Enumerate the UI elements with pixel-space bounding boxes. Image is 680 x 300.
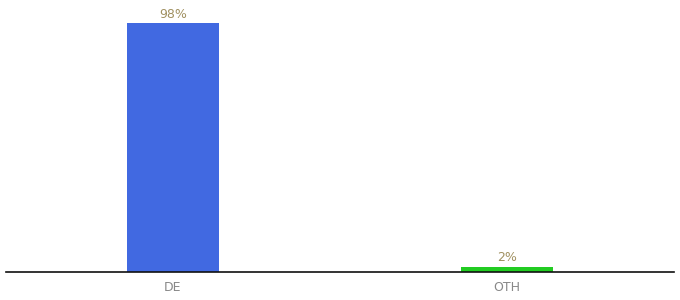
Text: 98%: 98% (159, 8, 187, 21)
Bar (126, 23, 219, 272)
Bar (461, 267, 554, 272)
Text: 2%: 2% (497, 251, 517, 264)
